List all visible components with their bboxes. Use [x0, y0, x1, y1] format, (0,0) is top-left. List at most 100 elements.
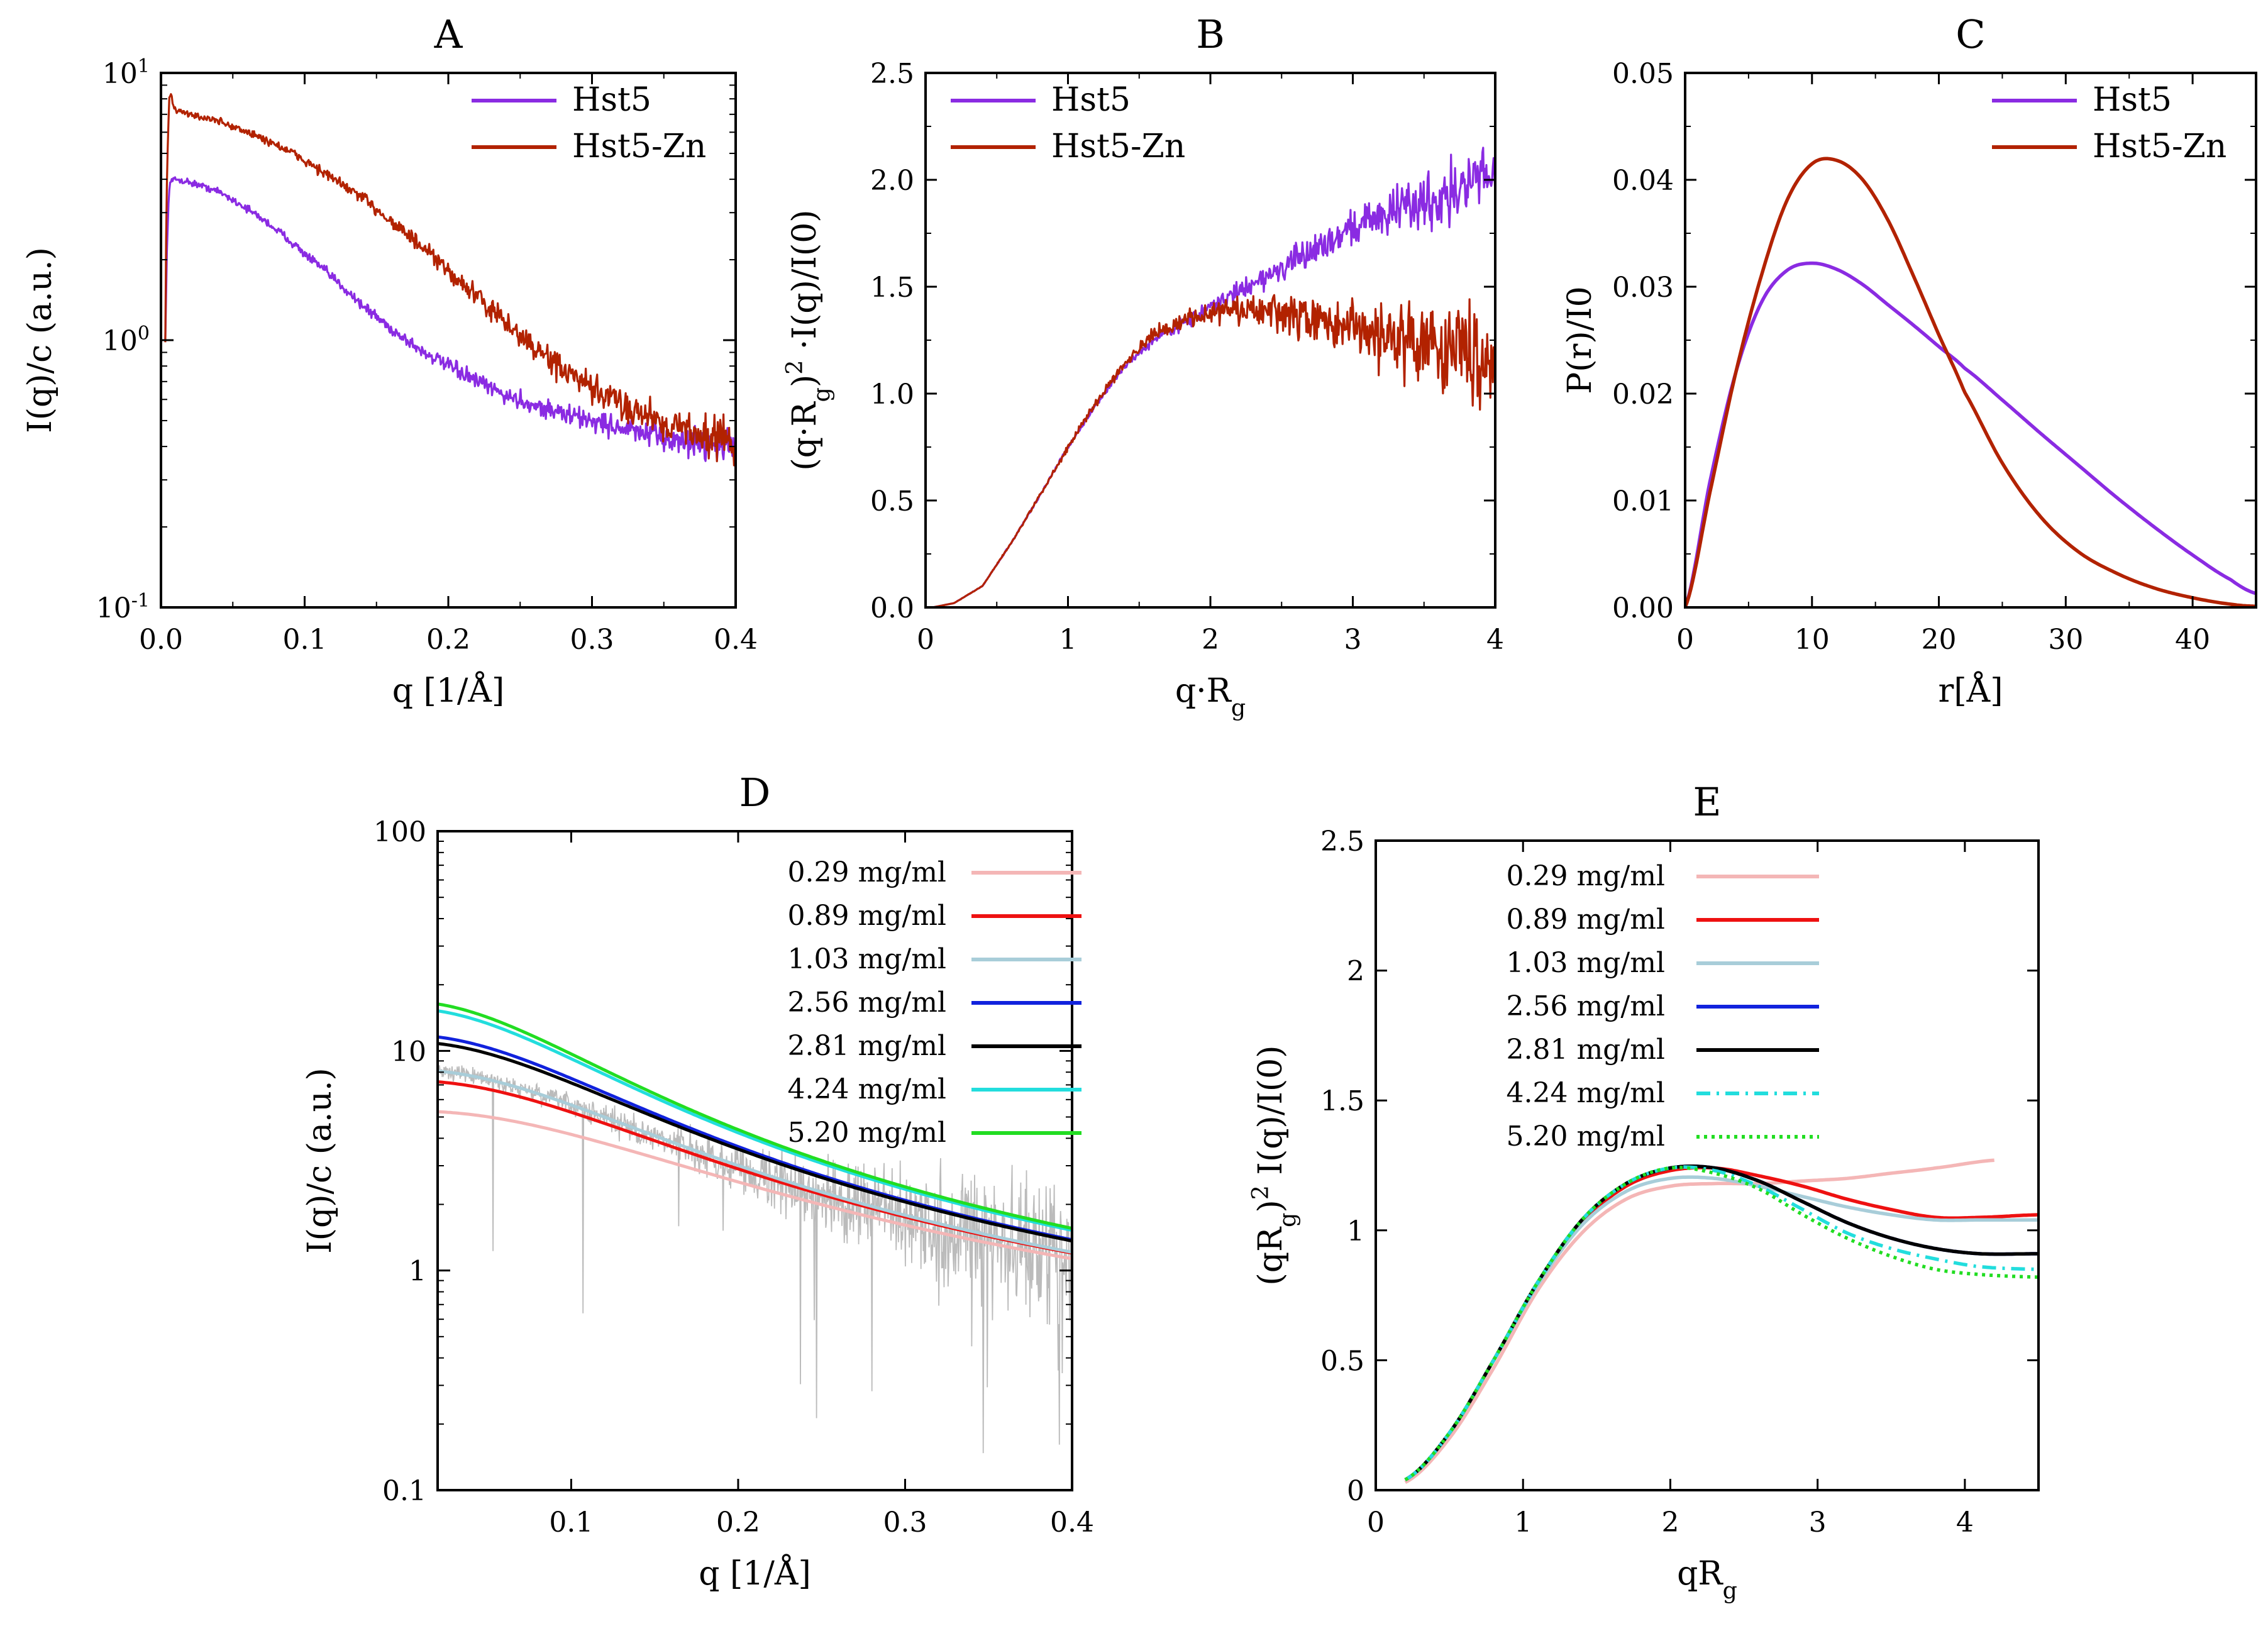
y-tick-label: 0.02: [1612, 379, 1674, 411]
series-line: [1404, 1158, 1994, 1484]
y-tick-label: 0.04: [1612, 165, 1674, 197]
y-tick-label: 1.0: [870, 379, 914, 411]
panel-a: A 0.0 0.1 0.2 0.3 0.4 10-1 100 101 q [1/Å] I(q)/c …: [21, 11, 758, 710]
x-tick-label: 0.1: [283, 624, 327, 656]
y-tick-label: 2.0: [870, 165, 914, 197]
series-line: [438, 1069, 1072, 1254]
y-tick-label: 0.0: [870, 592, 914, 624]
x-tick-label: 10: [1795, 624, 1830, 656]
y-tick-label: 0.00: [1612, 592, 1674, 624]
legend-label: 4.24 mg/ml: [788, 1073, 946, 1105]
legend-label: Hst5: [572, 81, 651, 119]
x-axis-label: q [1/Å]: [699, 1554, 811, 1593]
series-line: [1404, 1166, 2038, 1481]
raw-data-trace: [438, 1064, 1072, 1454]
y-tick-label: 2.5: [870, 58, 914, 90]
x-tick-label: 0.3: [883, 1507, 927, 1539]
x-tick-label: 0.2: [716, 1507, 760, 1539]
y-tick-label: 10-1: [96, 590, 150, 625]
legend-label: Hst5: [1051, 81, 1131, 119]
legend-label: 1.03 mg/ml: [788, 943, 946, 975]
legend-label: 5.20 mg/ml: [788, 1117, 946, 1149]
x-tick-label: 4: [1956, 1507, 1974, 1539]
y-axis-label: (qRg)2 I(q)/I(0): [1247, 1045, 1301, 1285]
x-tick-label: 0.3: [570, 624, 614, 656]
series-line-hst5-zn: [1685, 157, 2256, 607]
y-axis-label: (q·Rg)2 ·I(q)/I(0): [781, 209, 835, 470]
legend-label: 2.81 mg/ml: [1507, 1034, 1665, 1066]
y-tick-label: 0.1: [382, 1475, 426, 1507]
legend-label: 1.03 mg/ml: [1507, 947, 1665, 979]
series-line: [1404, 1164, 2038, 1481]
x-tick-label: 0.4: [1050, 1507, 1094, 1539]
panel-c: C 0 10 20 30 40 0.00 0.01 0.02 0.03 0.04 0.05 r[Å] P(…: [1561, 11, 2257, 710]
series-line: [1404, 1166, 2038, 1481]
panel-title: C: [1955, 11, 1985, 57]
series-line: [438, 1110, 1072, 1261]
legend-label: Hst5-Zn: [572, 128, 706, 165]
y-tick-label: 0.05: [1612, 58, 1674, 90]
legend-label: 0.29 mg/ml: [788, 856, 946, 888]
panel-title: D: [739, 770, 771, 816]
legend-label: 0.89 mg/ml: [788, 900, 946, 932]
panel-b: B 0 1 2 3 4 0.0 0.5 1.0 1.5 2.0 2.5 q·Rg (q·Rg)2 ·I(q…: [781, 11, 1505, 721]
series-line-hst5: [1685, 261, 2256, 607]
x-tick-label: 1: [1059, 624, 1077, 656]
y-tick-label: 0.5: [870, 485, 914, 517]
legend-label: 0.89 mg/ml: [1507, 904, 1665, 936]
x-tick-label: 1: [1514, 1507, 1532, 1539]
x-axis-label: r[Å]: [1939, 671, 2003, 710]
y-tick-label: 100: [373, 816, 426, 848]
series-line: [438, 1042, 1072, 1243]
series-line-hst5-zn: [932, 294, 1495, 607]
series-line: [438, 1009, 1072, 1232]
series-line: [1404, 1164, 2038, 1481]
legend-label: Hst5-Zn: [2093, 128, 2227, 165]
panel-d: D 0.1 0.2 0.3 0.4 0.1 1 10 100 q [1/Å] I(q)/c (a.u…: [301, 770, 1094, 1593]
y-axis-label: I(q)/c (a.u.): [21, 247, 59, 433]
y-tick-label: 100: [102, 323, 150, 358]
series-line-hst5: [932, 147, 1495, 607]
x-tick-label: 4: [1486, 624, 1504, 656]
x-tick-label: 0.4: [714, 624, 758, 656]
panel-title: E: [1693, 779, 1721, 825]
x-tick-label: 3: [1344, 624, 1362, 656]
plot-frame: [436, 830, 1073, 1491]
panel-title: B: [1196, 11, 1225, 57]
series-line: [1404, 1175, 2038, 1481]
legend-label: 0.29 mg/ml: [1507, 860, 1665, 892]
panel-e: E 0 1 2 3 4 0 0.5 1 1.5 2 2.5 qRg (qRg)2 I(q)/I(0) 0.2…: [1247, 779, 2040, 1604]
x-tick-label: 0.1: [549, 1507, 593, 1539]
y-tick-label: 1: [409, 1256, 426, 1288]
y-tick-label: 10: [391, 1036, 426, 1068]
series-line-hst5-zn: [164, 93, 736, 467]
x-tick-label: 0.2: [426, 624, 470, 656]
legend-label: Hst5: [2093, 81, 2172, 119]
plot-frame: [1375, 839, 2040, 1491]
y-tick-label: 101: [102, 55, 150, 91]
y-tick-label: 0.03: [1612, 272, 1674, 304]
panel-title: A: [434, 11, 463, 57]
x-tick-label: 30: [2048, 624, 2083, 656]
x-tick-label: 0.0: [139, 624, 183, 656]
y-tick-label: 1: [1347, 1215, 1364, 1247]
x-axis-label: qRg: [1677, 1555, 1737, 1604]
legend-label: 2.56 mg/ml: [1507, 990, 1665, 1022]
x-tick-label: 2: [1661, 1507, 1679, 1539]
legend-label: 4.24 mg/ml: [1507, 1077, 1665, 1109]
x-tick-label: 0: [917, 624, 934, 656]
y-tick-label: 1.5: [870, 272, 914, 304]
y-tick-label: 2.5: [1320, 826, 1364, 858]
series-line: [1404, 1165, 2038, 1481]
x-tick-label: 0: [1676, 624, 1694, 656]
y-tick-label: 0.01: [1612, 485, 1674, 517]
x-axis-label: q·Rg: [1175, 672, 1246, 721]
y-tick-label: 0.5: [1320, 1345, 1364, 1377]
legend-label: 2.81 mg/ml: [788, 1030, 946, 1062]
series-line: [438, 1002, 1072, 1230]
x-axis-label: q [1/Å]: [392, 671, 505, 710]
y-tick-label: 0: [1347, 1475, 1364, 1507]
series-line-hst5: [164, 176, 736, 462]
x-tick-label: 20: [1922, 624, 1957, 656]
